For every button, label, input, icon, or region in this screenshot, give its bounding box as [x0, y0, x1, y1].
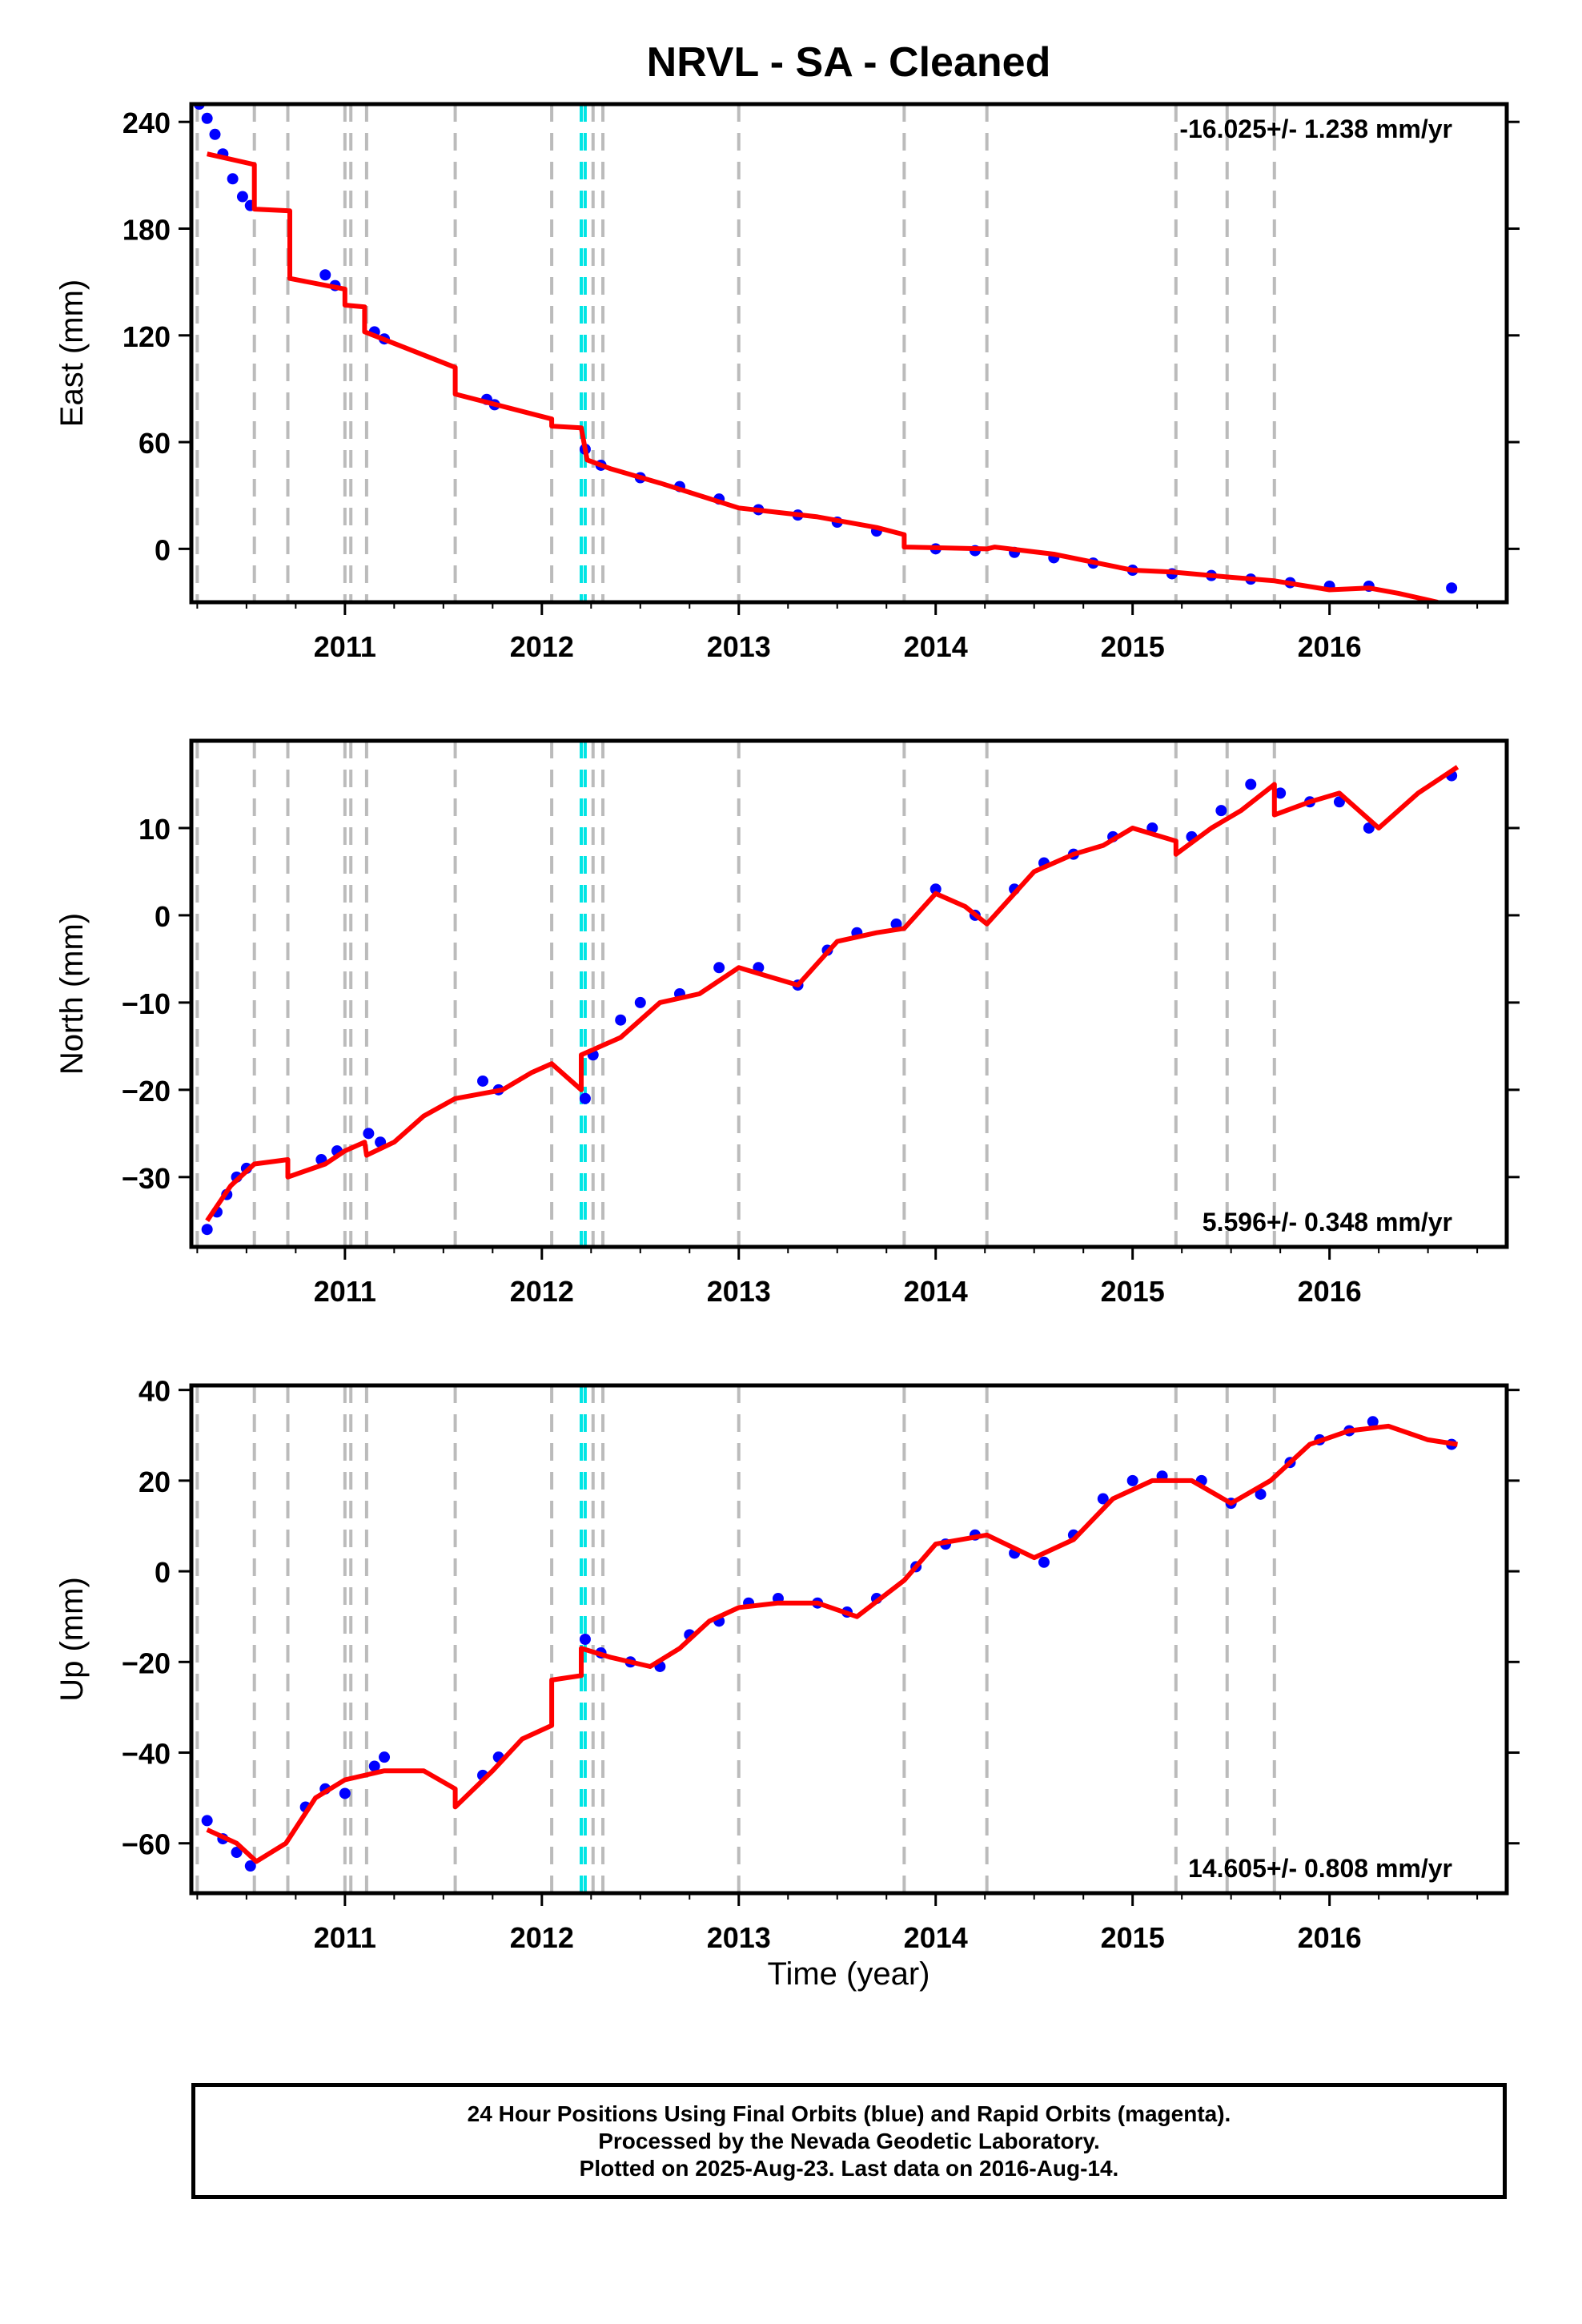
y-tick-label: 0 [155, 533, 171, 566]
y-tick-label: −60 [122, 1828, 171, 1861]
data-point [1038, 1556, 1050, 1568]
data-point [579, 1634, 591, 1645]
data-point [1367, 1416, 1379, 1428]
footer-line-2: Processed by the Nevada Geodetic Laborat… [598, 2128, 1100, 2153]
panel-1: 0 60 120 180 240 2011 2012 2013 2014 2015 2016 East… [54, 102, 1520, 663]
y-tick-label: −20 [122, 1075, 171, 1108]
model-line [206, 1423, 1458, 1864]
rate-annotation: 5.596+/- 0.348 mm/yr [1203, 1208, 1452, 1236]
model-line [207, 151, 1439, 602]
data-point [236, 191, 248, 203]
plot-area [195, 1385, 1458, 1893]
data-point [1255, 1488, 1267, 1500]
footer-line-1: 24 Hour Positions Using Final Orbits (bl… [467, 2101, 1231, 2126]
x-tick-label: 2015 [1101, 1921, 1165, 1954]
x-tick-label: 2015 [1101, 1275, 1165, 1308]
data-point [319, 269, 331, 281]
data-point [201, 1815, 213, 1827]
x-tick-label: 2011 [314, 1921, 376, 1954]
data-point [1126, 1474, 1138, 1486]
x-axis-label: Time (year) [768, 1956, 930, 1992]
data-point [477, 1075, 489, 1087]
y-axis-label: North (mm) [54, 913, 90, 1075]
data-point [201, 112, 213, 124]
y-tick-label: 20 [139, 1466, 171, 1498]
x-tick-label: 2015 [1101, 630, 1165, 663]
data-point [201, 1224, 213, 1236]
data-point [615, 1014, 627, 1026]
data-point [363, 1128, 375, 1140]
model-line [205, 765, 1460, 1222]
plot-area [193, 104, 1458, 602]
rate-annotation: -16.025+/- 1.238 mm/yr [1179, 115, 1452, 143]
data-point [713, 962, 725, 974]
x-tick-label: 2012 [510, 630, 574, 663]
panel-2: −30 −20 −10 0 10 2011 2012 2013 2014 2015 2016 Nort… [54, 738, 1520, 1308]
x-tick-label: 2016 [1298, 1275, 1362, 1308]
panel-frame [189, 102, 1509, 605]
y-tick-label: 240 [122, 107, 171, 139]
data-point [1097, 1493, 1109, 1505]
y-tick-label: −40 [122, 1738, 171, 1771]
data-point [231, 1847, 243, 1859]
data-point [634, 996, 646, 1008]
data-point [1333, 796, 1345, 808]
y-tick-label: −30 [122, 1162, 171, 1195]
x-tick-label: 2013 [707, 1921, 771, 1954]
x-tick-label: 2013 [707, 630, 771, 663]
x-tick-label: 2014 [904, 1275, 968, 1308]
plot-area [195, 741, 1460, 1247]
y-tick-label: 180 [122, 214, 171, 247]
figure-title: NRVL - SA - Cleaned [647, 39, 1051, 86]
data-point [209, 128, 221, 140]
data-point [1275, 787, 1287, 799]
footer-line-3: Plotted on 2025-Aug-23. Last data on 201… [579, 2155, 1119, 2181]
data-point [1363, 822, 1375, 834]
x-tick-label: 2014 [904, 630, 968, 663]
data-point [227, 173, 239, 185]
y-tick-label: 0 [155, 1556, 171, 1589]
y-tick-label: −20 [122, 1647, 171, 1679]
y-tick-label: 10 [139, 813, 171, 846]
x-tick-label: 2013 [707, 1275, 771, 1308]
x-tick-label: 2011 [314, 1275, 376, 1308]
x-tick-label: 2011 [314, 630, 376, 663]
panel-3: −60 −40 −20 0 20 40 2011 2012 2013 2014 2015 2016 Up… [54, 1375, 1520, 1954]
data-point [1215, 805, 1227, 817]
x-tick-label: 2012 [510, 1275, 574, 1308]
y-tick-label: −10 [122, 987, 171, 1020]
x-tick-label: 2014 [904, 1921, 968, 1954]
data-point [379, 1751, 391, 1763]
data-point [1245, 778, 1257, 790]
data-point [244, 1860, 256, 1872]
data-point [368, 1760, 380, 1772]
y-tick-label: 120 [122, 320, 171, 353]
data-point [579, 1092, 591, 1104]
rate-annotation: 14.605+/- 0.808 mm/yr [1188, 1854, 1452, 1883]
x-tick-label: 2016 [1298, 630, 1362, 663]
footer-box: 24 Hour Positions Using Final Orbits (bl… [191, 2083, 1507, 2199]
y-tick-label: 40 [139, 1375, 171, 1408]
panels-group: 0 60 120 180 240 2011 2012 2013 2014 2015 2016 East… [54, 102, 1520, 1954]
x-tick-label: 2016 [1298, 1921, 1362, 1954]
y-tick-label: 60 [139, 427, 171, 460]
y-tick-label: 0 [155, 900, 171, 933]
panel-frame [189, 738, 1509, 1249]
x-tick-label: 2012 [510, 1921, 574, 1954]
y-axis-label: Up (mm) [54, 1577, 90, 1702]
panel-frame [189, 1383, 1509, 1896]
y-axis-label: East (mm) [54, 279, 90, 427]
data-point [339, 1787, 351, 1799]
data-point [1446, 582, 1458, 594]
data-point [930, 883, 942, 895]
